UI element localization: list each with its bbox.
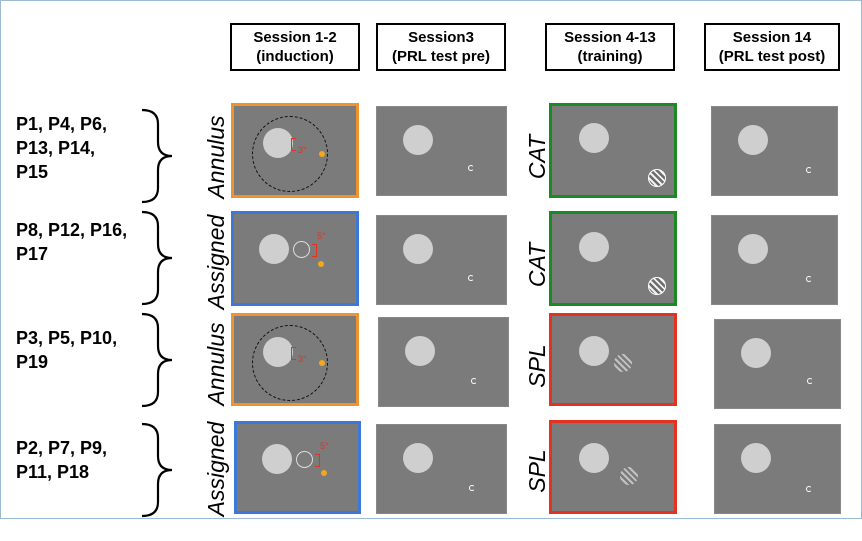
assigned-prl-circle (293, 241, 310, 258)
group-1-brace (141, 108, 173, 204)
landolt-c-target (468, 165, 474, 171)
degree-label: 5° (317, 231, 326, 241)
landolt-c-target (471, 378, 477, 384)
group-1-participants: P1, P4, P6, P13, P14, P15 (16, 114, 108, 182)
fixation-dot (319, 360, 325, 366)
grating-target-icon (614, 354, 632, 372)
grating-target-icon (648, 169, 666, 187)
scotoma-disc (259, 234, 289, 264)
scotoma-disc (579, 123, 609, 153)
scotoma-disc (403, 443, 433, 473)
scotoma-disc (263, 337, 293, 367)
scotoma-disc (263, 128, 293, 158)
group-2-training-panel (549, 211, 677, 306)
header-prl-post-subtitle: (PRL test post) (718, 48, 826, 65)
degree-bracket (315, 454, 320, 467)
scotoma-disc (403, 234, 433, 264)
header-prl-post-title: Session 14 (732, 29, 812, 46)
header-induction: Session 1-2 (induction) (230, 23, 360, 71)
scotoma-disc (738, 234, 768, 264)
fixation-dot (321, 470, 327, 476)
group-1-training-panel (549, 103, 677, 198)
scotoma-disc (262, 444, 292, 474)
degree-label: 3° (298, 145, 307, 155)
scotoma-disc (738, 125, 768, 155)
scotoma-disc (741, 338, 771, 368)
landolt-c-target (806, 167, 812, 173)
group-4-training-panel (549, 420, 677, 514)
grating-target-icon (620, 467, 638, 485)
group-1-prl-pre-panel (376, 106, 507, 196)
landolt-c-target (468, 275, 474, 281)
header-prl-pre-title: Session3 (408, 29, 474, 46)
group-4-participants: P2, P7, P9, P11, P18 (16, 438, 108, 482)
group-3-participants: P3, P5, P10, P19 (16, 328, 118, 372)
header-induction-title: Session 1-2 (253, 29, 337, 46)
group-3-training-panel (549, 313, 677, 406)
group-3-prl-post-panel (714, 319, 841, 409)
group-4-prl-pre-panel (376, 424, 507, 514)
scotoma-disc (579, 336, 609, 366)
group-2-prl-post-panel (711, 215, 838, 305)
annulus-ring (252, 116, 328, 192)
degree-label: 3° (298, 354, 307, 364)
header-training-subtitle: (training) (577, 48, 643, 65)
scotoma-disc (579, 232, 609, 262)
degree-label: 5° (320, 441, 329, 451)
assigned-prl-circle (296, 451, 313, 468)
group-2-brace (141, 210, 173, 306)
group-4-training-label: SPL (524, 449, 550, 493)
header-prl-pre: Session3 (PRL test pre) (376, 23, 506, 71)
scotoma-disc (405, 336, 435, 366)
group-4-brace (141, 422, 173, 518)
landolt-c-target (469, 485, 475, 491)
header-training-title: Session 4-13 (564, 29, 656, 46)
group-4-induction-panel: 5° (234, 421, 361, 514)
header-prl-post: Session 14 (PRL test post) (704, 23, 840, 71)
group-2-participants: P8, P12, P16, P17 (16, 220, 128, 264)
landolt-c-target (806, 486, 812, 492)
group-1-induction-panel: 3° (231, 103, 359, 198)
annulus-ring (252, 325, 328, 401)
degree-bracket (291, 347, 296, 360)
group-4-induction-label: Assigned (203, 421, 229, 517)
group-3-prl-pre-panel (378, 317, 509, 407)
group-2-induction-panel: 5° (231, 211, 359, 306)
degree-bracket (312, 244, 317, 257)
header-training: Session 4-13 (training) (545, 23, 675, 71)
scotoma-disc (579, 443, 609, 473)
fixation-dot (319, 151, 325, 157)
fixation-dot (318, 261, 324, 267)
group-1-prl-post-panel (711, 106, 838, 196)
grating-target-icon (648, 277, 666, 295)
group-3-induction-panel: 3° (231, 313, 359, 406)
header-induction-subtitle: (induction) (256, 48, 334, 65)
scotoma-disc (403, 125, 433, 155)
scotoma-disc (741, 443, 771, 473)
group-4-prl-post-panel (714, 424, 841, 514)
group-3-brace (141, 312, 173, 408)
group-2-prl-pre-panel (376, 215, 507, 305)
degree-bracket (291, 138, 296, 151)
header-prl-pre-subtitle: (PRL test pre) (391, 48, 491, 65)
landolt-c-target (807, 378, 813, 384)
landolt-c-target (806, 276, 812, 282)
